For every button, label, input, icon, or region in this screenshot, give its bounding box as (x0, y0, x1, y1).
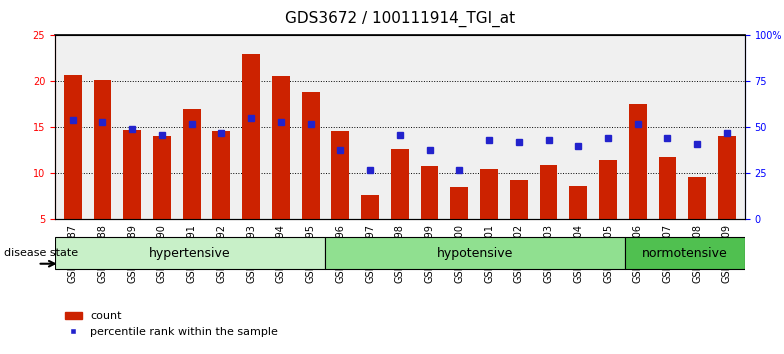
Bar (242, 54, 260, 219)
Bar (123, 130, 141, 219)
Bar (688, 177, 706, 219)
Bar (332, 131, 350, 219)
Legend: count, percentile rank within the sample: count, percentile rank within the sample (60, 307, 283, 341)
Text: hypotensive: hypotensive (437, 247, 513, 259)
Text: GDS3672 / 100111914_TGI_at: GDS3672 / 100111914_TGI_at (285, 11, 515, 27)
Bar (153, 136, 171, 219)
FancyBboxPatch shape (625, 237, 745, 269)
Bar (361, 195, 379, 219)
Text: hypertensive: hypertensive (149, 247, 230, 259)
Bar (93, 80, 111, 219)
Bar (629, 103, 647, 219)
Text: normotensive: normotensive (642, 247, 728, 259)
Bar (272, 76, 290, 219)
Text: disease state: disease state (4, 248, 78, 258)
Bar (302, 92, 320, 219)
Bar (569, 186, 587, 219)
Bar (421, 166, 438, 219)
Bar (64, 75, 82, 219)
FancyBboxPatch shape (55, 237, 325, 269)
Bar (183, 109, 201, 219)
Bar (450, 187, 468, 219)
Bar (480, 169, 498, 219)
FancyBboxPatch shape (325, 237, 625, 269)
Bar (718, 136, 736, 219)
Bar (659, 157, 677, 219)
Bar (212, 131, 230, 219)
Bar (391, 149, 408, 219)
Bar (539, 165, 557, 219)
Bar (599, 160, 617, 219)
Bar (510, 180, 528, 219)
